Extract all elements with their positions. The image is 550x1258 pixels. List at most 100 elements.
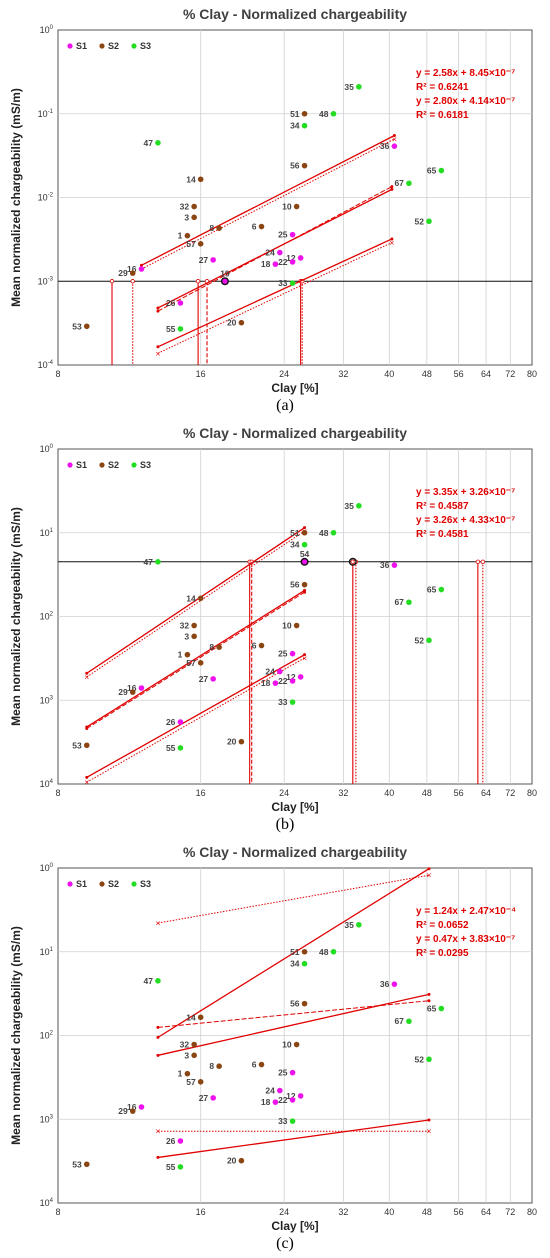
data-point-47	[155, 139, 161, 146]
point-label: 10	[282, 621, 292, 631]
point-label: 26	[166, 717, 176, 727]
regression-line	[157, 238, 393, 348]
data-point-53	[83, 323, 90, 330]
point-label: 51	[290, 528, 300, 538]
data-point-34	[301, 541, 308, 548]
point-label: 35	[344, 920, 354, 930]
regression-line	[141, 134, 395, 266]
point-label: 8	[209, 642, 214, 652]
data-point-27	[210, 676, 216, 682]
point-label: 24	[265, 667, 275, 677]
point-label: 6	[252, 222, 257, 232]
legend-label: S2	[108, 460, 119, 470]
point-label: 33	[278, 697, 288, 707]
point-label: 29	[118, 687, 128, 697]
data-point-10	[293, 203, 300, 210]
regression-equation: y = 3.35x + 3.26×10⁻⁷	[416, 487, 515, 498]
point-label: 48	[319, 528, 329, 538]
point-label: 20	[227, 737, 237, 747]
x-tick-label: 48	[422, 369, 432, 379]
line-end-marker	[156, 1035, 160, 1039]
highlight-circle	[300, 557, 309, 566]
data-point-8	[216, 644, 222, 650]
point-label: 27	[199, 255, 209, 265]
data-point-48	[330, 110, 337, 117]
data-point-67	[406, 1018, 412, 1025]
data-point-57	[197, 1079, 204, 1085]
point-label: 65	[427, 585, 437, 595]
regression-equation: y = 3.26x + 4.33×10⁻⁷	[416, 515, 515, 526]
line-end-marker	[303, 526, 307, 530]
point-label: 67	[394, 597, 404, 607]
drop-marker	[475, 559, 481, 564]
y-tick-label: 10-4	[38, 360, 54, 370]
point-label: 20	[227, 1156, 237, 1166]
point-label: 67	[394, 1016, 404, 1026]
drop-marker	[195, 279, 201, 284]
panel-label: (b)	[276, 816, 295, 833]
legend-marker	[99, 462, 105, 468]
x-tick-label: 72	[505, 788, 515, 798]
point-label: 22	[278, 257, 288, 267]
data-point-10	[293, 622, 300, 629]
x-tick-label: 40	[384, 788, 394, 798]
x-tick-label: 48	[422, 788, 432, 798]
data-point-22	[289, 678, 296, 684]
point-label: 33	[278, 278, 288, 288]
point-label: 52	[415, 216, 425, 226]
point-label: 14	[186, 1012, 196, 1022]
point-label: 36	[380, 979, 390, 989]
line-end-marker	[156, 306, 160, 310]
point-label: 6	[252, 641, 257, 651]
point-label: 32	[180, 621, 190, 631]
point-label: 12	[286, 1091, 296, 1101]
data-point-1	[184, 651, 191, 658]
regression-line	[86, 527, 305, 674]
data-point-1	[184, 1070, 191, 1077]
line-end-marker: ×	[84, 673, 90, 681]
point-label: 55	[166, 1162, 176, 1172]
y-tick-label: 10-2	[38, 193, 54, 203]
legend-marker	[131, 43, 137, 49]
data-point-16	[138, 1104, 145, 1110]
y-axis-label: Mean normalized chargeability (mS/m)	[9, 507, 23, 726]
data-point-3	[191, 1052, 197, 1059]
point-label: 16	[127, 683, 137, 693]
x-tick-label: 64	[481, 788, 491, 798]
regression-line	[86, 591, 305, 729]
data-point-36	[391, 562, 398, 568]
point-label: 34	[290, 959, 300, 969]
panel-a: % Clay - Normalized chargeability 8 16 24 32…	[0, 0, 550, 419]
data-point-35	[356, 83, 362, 90]
y-tick-label: 101	[40, 947, 54, 957]
line-end-marker	[303, 590, 307, 594]
line-end-marker	[139, 263, 143, 267]
point-label: 48	[319, 947, 329, 957]
line-end-marker	[427, 867, 431, 871]
line-end-marker	[156, 1155, 160, 1159]
x-tick-label: 16	[196, 788, 206, 798]
legend-marker	[131, 462, 137, 468]
regression-line	[141, 138, 395, 270]
y-tick-label: 100	[40, 25, 54, 35]
x-tick-label: 32	[338, 788, 348, 798]
point-label: 1	[178, 650, 183, 660]
legend-label: S2	[108, 879, 119, 889]
x-tick-label: 56	[454, 1207, 464, 1217]
point-label: 67	[394, 178, 404, 188]
data-point-20	[238, 1157, 245, 1164]
chart-title: % Clay - Normalized chargeability	[183, 425, 407, 441]
data-point-52	[426, 1056, 432, 1063]
point-label: 52	[415, 635, 425, 645]
regression-equation: y = 2.58x + 8.45×10⁻⁷	[416, 68, 515, 79]
point-label: 53	[72, 1159, 82, 1169]
regression-line	[157, 186, 393, 312]
y-axis-label: Mean normalized chargeability (mS/m)	[9, 88, 23, 307]
point-label: 27	[199, 1093, 209, 1103]
regression-line	[157, 874, 430, 924]
regression-line	[157, 1119, 430, 1159]
data-point-24	[277, 668, 283, 675]
data-point-20	[238, 738, 245, 745]
x-tick-label: 80	[527, 1207, 537, 1217]
